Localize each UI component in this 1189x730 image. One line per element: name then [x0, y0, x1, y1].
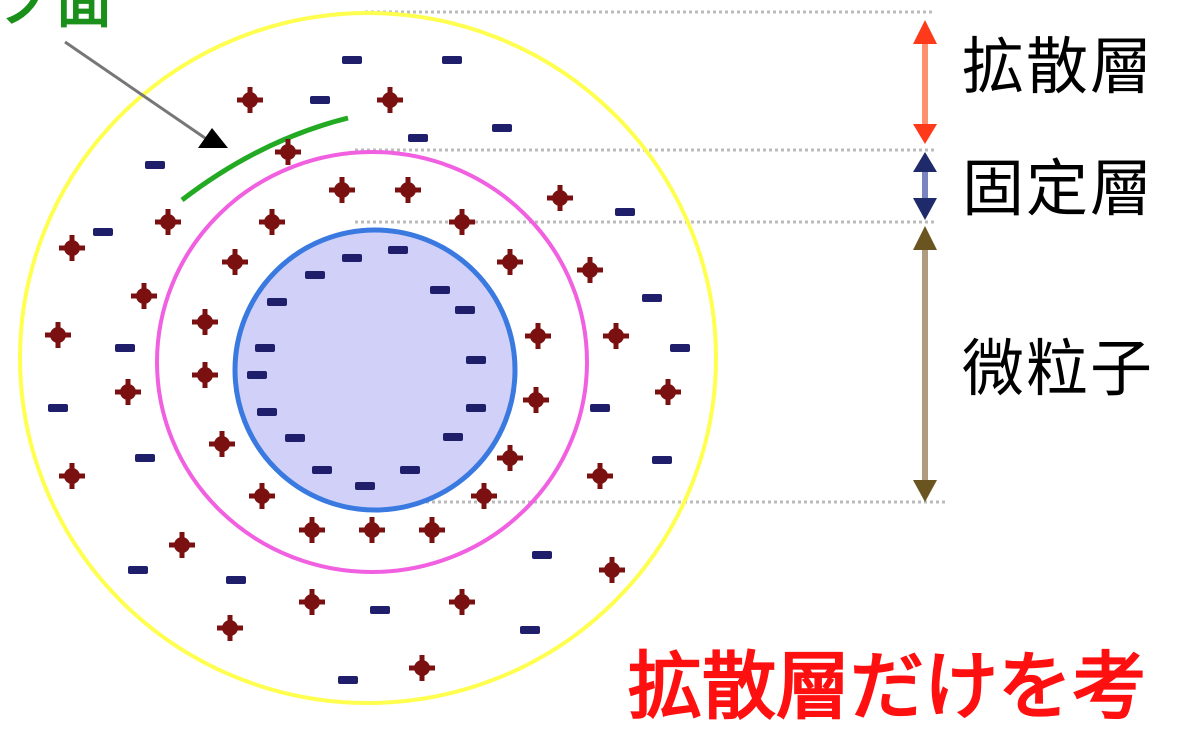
plus-charge-icon: [547, 185, 573, 211]
plus-charge-icon: [655, 379, 681, 405]
minus-charge-icon: [466, 404, 486, 412]
particle-arrow-up: [913, 226, 937, 250]
minus-charge-icon: [370, 606, 390, 614]
minus-charge-icon: [455, 306, 475, 314]
minus-charge-icon: [226, 576, 246, 584]
plus-charge-icon: [192, 309, 218, 335]
particle-arrow-down: [913, 480, 937, 502]
minus-charge-icon: [247, 371, 267, 379]
minus-charge-icon: [532, 551, 552, 559]
fixed-layer-arrow-down: [913, 198, 937, 220]
plus-charge-icon: [249, 483, 275, 509]
plus-charge-icon: [217, 615, 243, 641]
minus-charge-icon: [255, 344, 275, 352]
electric-double-layer-diagram: [18, 10, 945, 705]
plus-charge-icon: [577, 257, 603, 283]
plus-charge-icon: [155, 209, 181, 235]
minus-charge-icon: [305, 271, 325, 279]
diffuse-layer-ring: [18, 11, 718, 705]
plus-charge-icon: [419, 517, 445, 543]
minus-charge-icon: [520, 626, 540, 634]
plus-charge-icon: [359, 517, 385, 543]
minus-charge-icon: [590, 404, 610, 412]
minus-charge-icon: [642, 294, 662, 302]
minus-charge-icon: [128, 566, 148, 574]
plus-charge-icon: [497, 249, 523, 275]
minus-charge-icon: [492, 124, 512, 132]
minus-charge-icon: [342, 254, 362, 262]
plus-charge-icon: [587, 463, 613, 489]
plus-charge-icon: [259, 209, 285, 235]
plus-charge-icon: [395, 177, 421, 203]
minus-charge-icon: [312, 466, 332, 474]
minus-charge-icon: [48, 404, 68, 412]
minus-charge-icon: [652, 456, 672, 464]
plus-charge-icon: [449, 589, 475, 615]
plus-charge-icon: [377, 87, 403, 113]
plus-charge-icon: [59, 463, 85, 489]
minus-charge-icon: [135, 454, 155, 462]
minus-charge-icon: [355, 482, 375, 490]
minus-charge-icon: [267, 298, 287, 306]
bottom-caption: 拡散層だけを考: [628, 644, 1146, 730]
pointer-line: [64, 40, 206, 140]
plus-charge-icon: [409, 655, 435, 681]
plus-charge-icon: [525, 323, 551, 349]
minus-charge-icon: [466, 356, 486, 364]
minus-charge-icon: [257, 408, 277, 416]
plus-charge-icon: [497, 445, 523, 471]
diffuse-layer-arrow-down: [913, 124, 937, 144]
minus-charge-icon: [442, 56, 462, 64]
plus-charge-icon: [449, 209, 475, 235]
plus-charge-icon: [169, 532, 195, 558]
plus-charge-icon: [59, 235, 85, 261]
diffuse-layer-label: 拡散層: [962, 30, 1155, 103]
particle-label: 微粒子: [962, 332, 1155, 405]
minus-charge-icon: [443, 433, 463, 441]
plus-charge-icon: [471, 483, 497, 509]
plus-charge-icon: [329, 177, 355, 203]
minus-charge-icon: [670, 344, 690, 352]
minus-charge-icon: [115, 344, 135, 352]
minus-charge-icon: [430, 286, 450, 294]
plus-charge-icon: [599, 557, 625, 583]
plus-charge-icon: [299, 589, 325, 615]
plus-charge-icon: [115, 379, 141, 405]
minus-charge-icon: [338, 676, 358, 684]
particle-body: [232, 227, 518, 513]
layer-dimension-arrows: [913, 20, 937, 502]
cropped-top-label: ノ面: [0, 0, 112, 36]
minus-charge-icon: [408, 134, 428, 142]
minus-charge-icon: [400, 466, 420, 474]
minus-charge-icon: [145, 161, 165, 169]
plus-charge-icon: [603, 323, 629, 349]
minus-charge-icon: [93, 228, 113, 236]
fixed-layer-ring: [155, 150, 589, 574]
plus-charge-icon: [45, 322, 71, 348]
minus-charge-icon: [310, 96, 330, 104]
plus-charge-icon: [523, 387, 549, 413]
minus-charge-icon: [615, 208, 635, 216]
diffuse-layer-arrow-up: [913, 20, 937, 44]
minus-charge-icon: [285, 434, 305, 442]
plus-charge-icon: [299, 517, 325, 543]
plus-charge-icon: [192, 362, 218, 388]
plus-charge-icon: [237, 87, 263, 113]
fixed-layer-label: 固定層: [962, 152, 1155, 225]
plus-charge-icon: [209, 431, 235, 457]
slip-plane-arc: [180, 115, 349, 202]
minus-charge-icon: [388, 246, 408, 254]
minus-charge-icon: [342, 56, 362, 64]
fixed-layer-arrow-up: [913, 152, 937, 172]
plus-charge-icon: [131, 283, 157, 309]
plus-charge-icon: [222, 249, 248, 275]
pointer-arrowhead: [198, 128, 228, 148]
